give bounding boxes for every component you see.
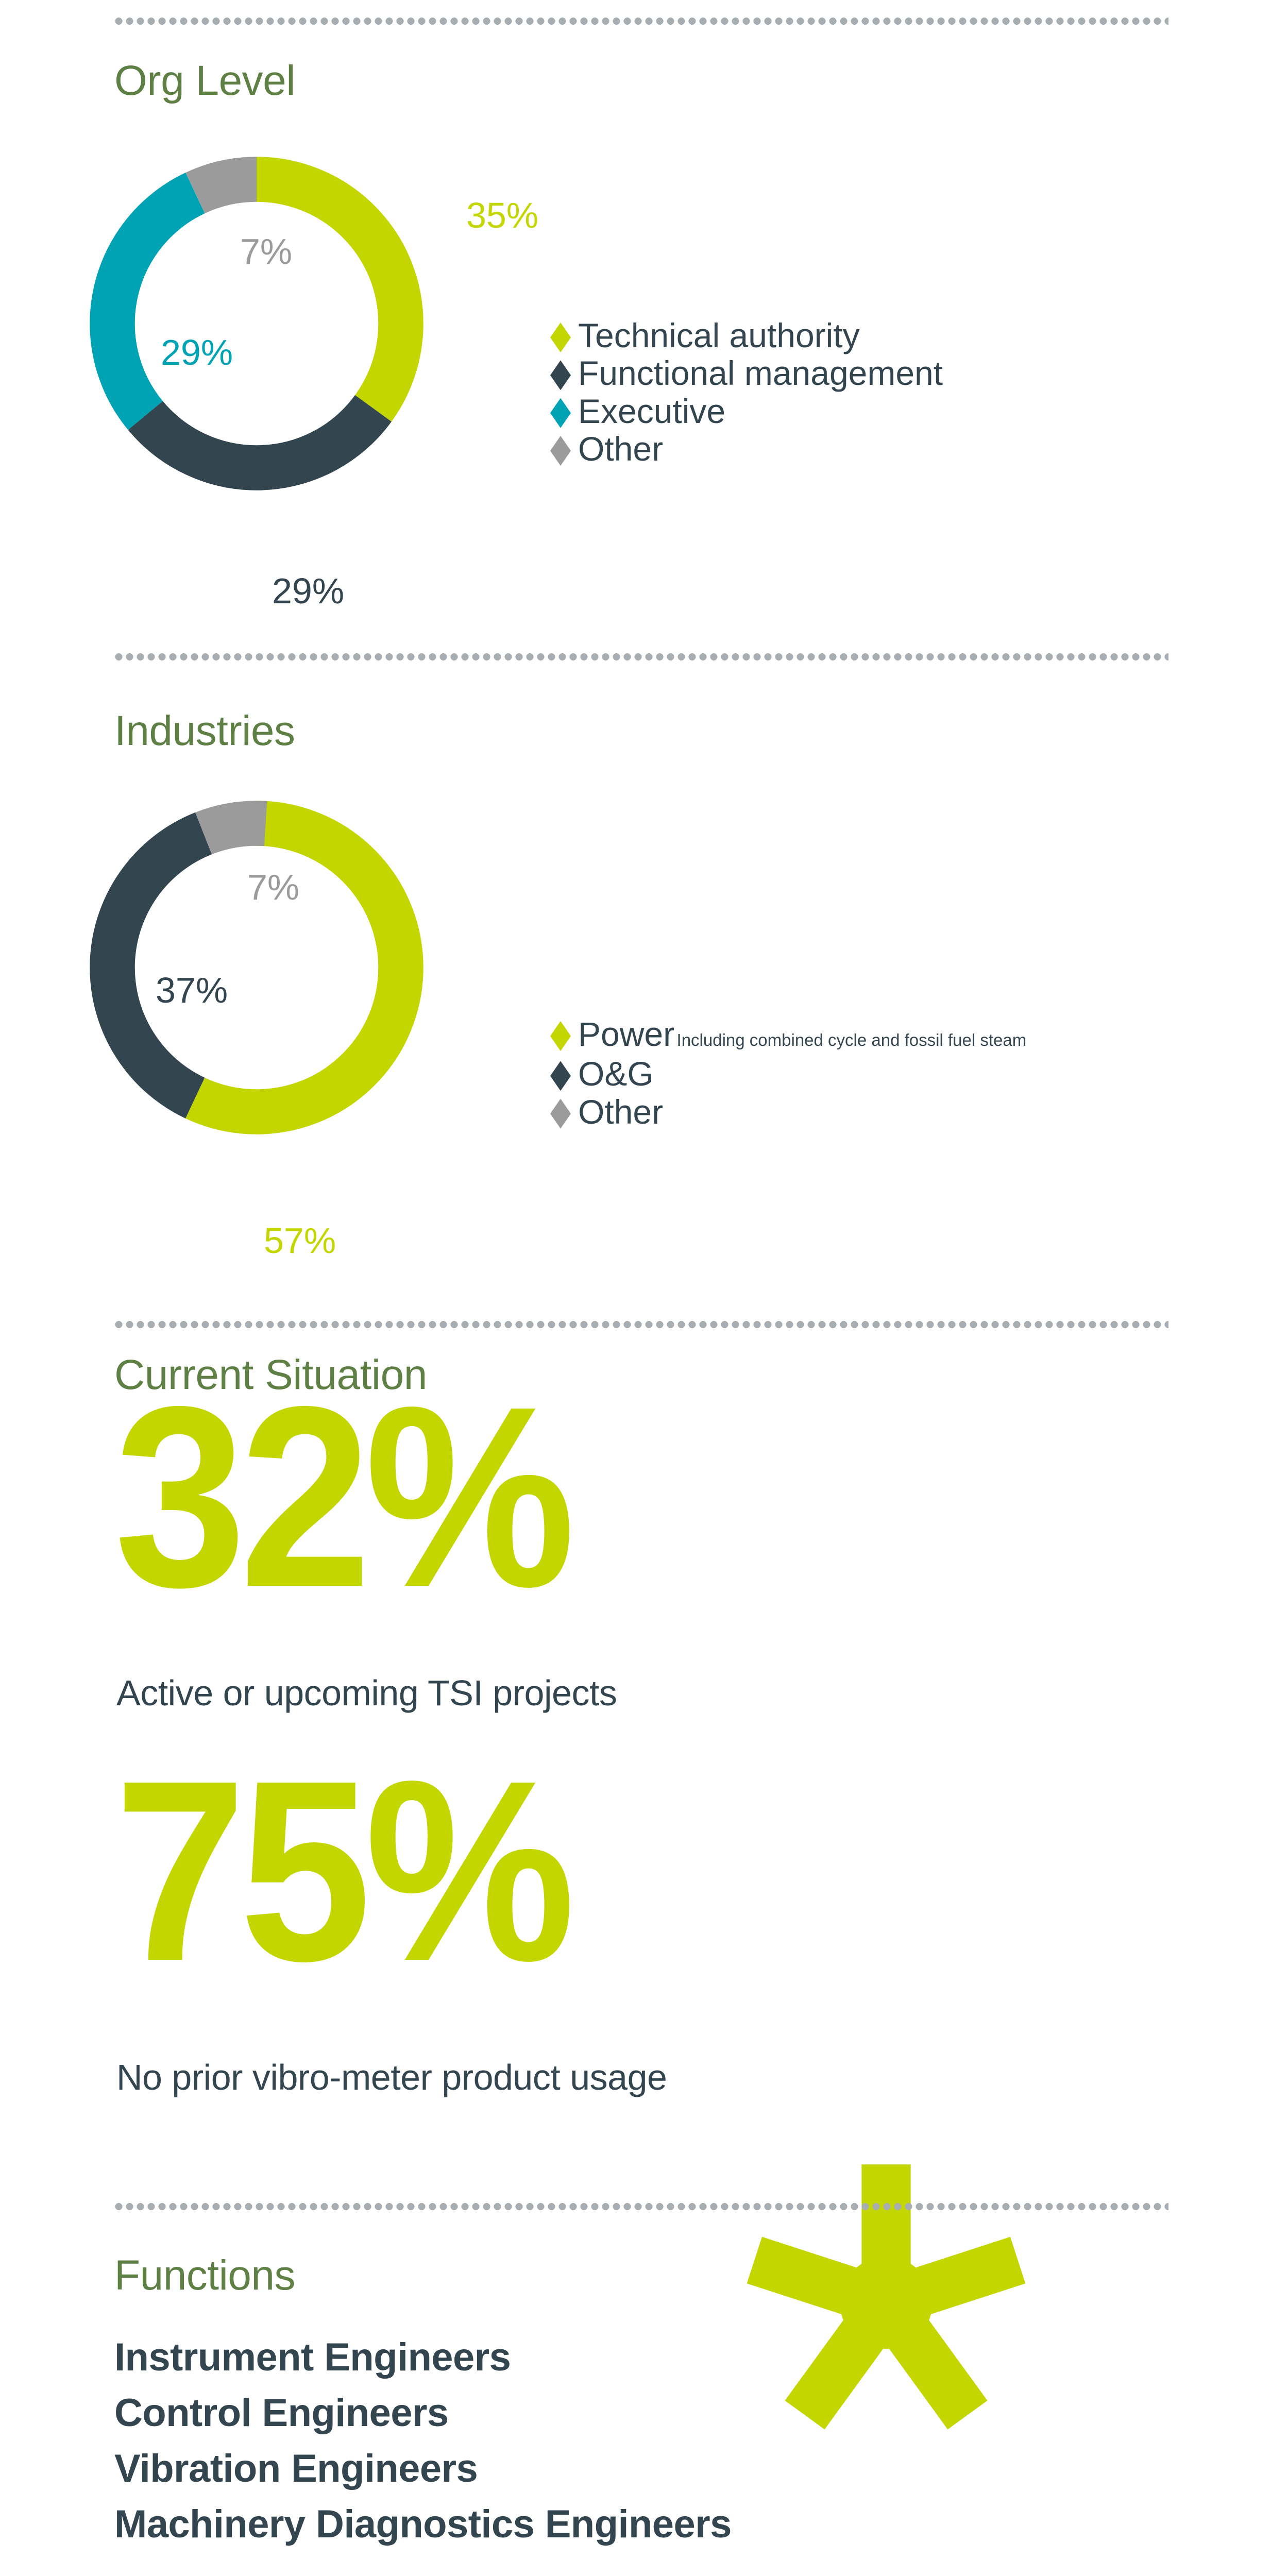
- diamond-marker-icon: [550, 1098, 571, 1129]
- industries-slice-og: [90, 801, 423, 1134]
- divider-current-situation: [113, 1321, 1168, 1328]
- stat-caption-active-projects: Active or upcoming TSI projects: [116, 1673, 617, 1713]
- org-label-functional-management: 29%: [272, 571, 345, 611]
- diamond-marker-icon: [550, 360, 571, 391]
- list-item: Vibration Engineers: [114, 2446, 478, 2490]
- legend-label: Other: [578, 1092, 664, 1131]
- diamond-marker-icon: [550, 323, 571, 352]
- divider-industries: [113, 653, 1168, 660]
- list-item: Machinery Diagnostics Engineers: [114, 2502, 732, 2546]
- divider-top: [113, 18, 1168, 25]
- divider-functions: [113, 2203, 1168, 2210]
- industries-donut-chart: [76, 787, 437, 1148]
- diamond-marker-icon: [550, 1021, 571, 1051]
- diamond-marker-icon: [550, 398, 571, 428]
- legend-item-executive: Executive: [550, 394, 943, 429]
- org-slice-functional-management: [90, 157, 423, 490]
- legend-label: Other: [578, 429, 664, 468]
- org-level-donut-svg: [90, 157, 423, 490]
- industries-label-power: 57%: [264, 1221, 336, 1261]
- legend-item-og: O&G: [550, 1057, 1026, 1091]
- legend-item-technical-authority: Technical authority: [550, 318, 943, 353]
- section-title-industries: Industries: [114, 707, 295, 754]
- legend-label: Power: [578, 1015, 675, 1053]
- org-slice-executive: [90, 157, 423, 490]
- legend-label: Executive: [578, 392, 726, 430]
- legend-label: Functional management: [578, 354, 943, 393]
- asterisk-icon: [742, 2159, 1030, 2450]
- legend-item-other: Other: [550, 429, 943, 468]
- list-item: Instrument Engineers: [114, 2335, 511, 2379]
- section-title-org-level: Org Level: [114, 57, 296, 104]
- industries-legend: Power Including combined cycle and fossi…: [550, 1015, 1027, 1132]
- stat-value-active-projects: 32%: [114, 1352, 575, 1640]
- asterisk-shape: [747, 2164, 1026, 2430]
- org-label-executive: 29%: [161, 332, 233, 372]
- legend-item-functional-management: Functional management: [550, 356, 943, 391]
- org-label-technical-authority: 35%: [466, 195, 539, 235]
- diamond-marker-icon: [550, 435, 571, 466]
- industries-label-og: 37%: [156, 970, 228, 1010]
- functions-list: Instrument Engineers Control Engineers V…: [114, 2330, 732, 2552]
- legend-item-power: Power Including combined cycle and fossi…: [550, 1015, 1027, 1053]
- legend-sublabel: Including combined cycle and fossil fuel…: [676, 1030, 1027, 1049]
- stat-value-no-prior-usage: 75%: [114, 1726, 575, 2014]
- industries-slice-other: [90, 801, 423, 1134]
- legend-label: Technical authority: [578, 316, 860, 354]
- org-slice-other: [90, 157, 423, 490]
- legend-label: O&G: [578, 1055, 654, 1093]
- legend-item-other: Other: [550, 1092, 1026, 1131]
- section-title-current-situation: Current Situation: [114, 1351, 427, 1398]
- section-title-functions: Functions: [114, 2252, 296, 2299]
- org-label-other: 7%: [240, 231, 293, 272]
- list-item: Control Engineers: [114, 2391, 449, 2435]
- industries-label-other: 7%: [247, 867, 300, 907]
- org-level-legend: Technical authority Functional managemen…: [550, 318, 943, 469]
- diamond-marker-icon: [550, 1061, 571, 1091]
- org-level-donut-chart: [76, 143, 437, 504]
- stat-caption-no-prior-usage: No prior vibro-meter product usage: [116, 2057, 667, 2097]
- industries-donut-svg: [90, 801, 423, 1134]
